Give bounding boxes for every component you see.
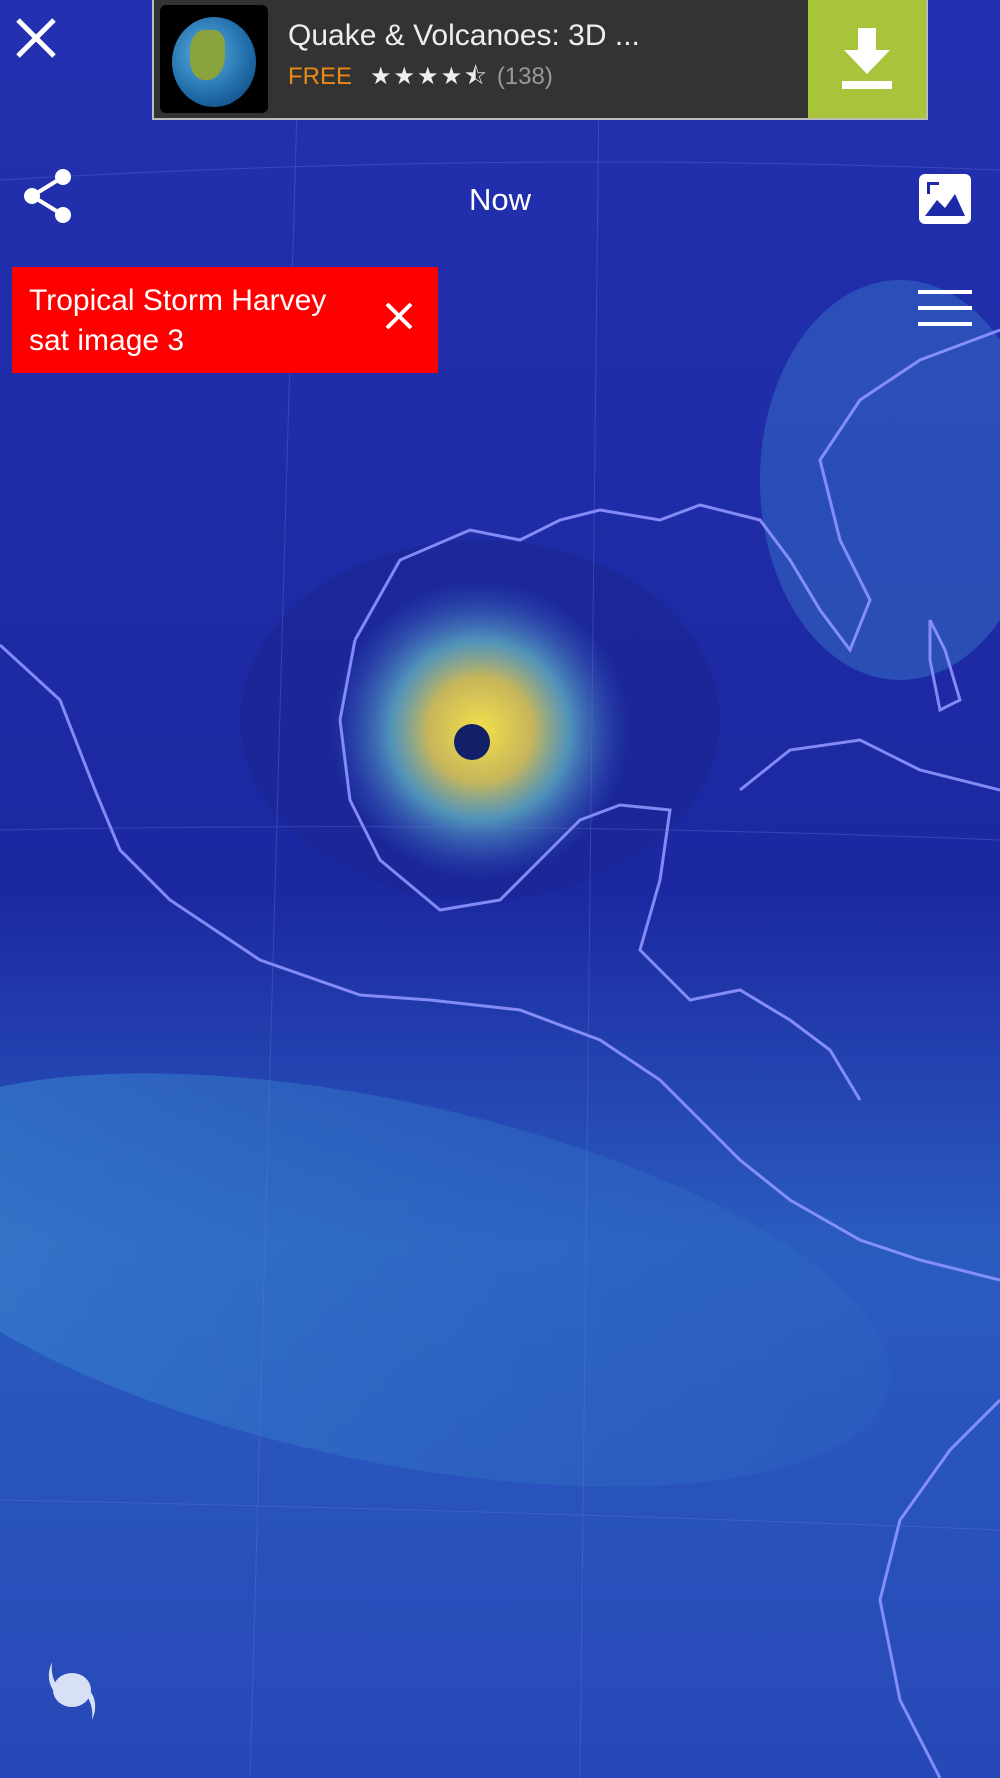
hurricane-icon bbox=[48, 1662, 96, 1720]
storm-banner-title: Tropical Storm Harvey bbox=[29, 284, 327, 317]
menu-button[interactable] bbox=[918, 290, 972, 333]
hamburger-menu-icon bbox=[918, 290, 972, 326]
close-icon bbox=[16, 18, 56, 58]
time-label[interactable]: Now bbox=[468, 182, 531, 217]
hurricane-button[interactable] bbox=[44, 1660, 100, 1727]
share-button[interactable] bbox=[22, 168, 74, 229]
ad-download-button[interactable] bbox=[808, 0, 926, 118]
ad-banner[interactable]: Quake & Volcanoes: 3D ... FREE ★★★★⯪ (138) bbox=[152, 0, 928, 120]
coastlines bbox=[0, 328, 1000, 1778]
ad-app-icon bbox=[160, 5, 268, 113]
download-icon bbox=[842, 28, 892, 89]
storm-banner-subtitle: sat image 3 bbox=[29, 324, 185, 357]
image-icon bbox=[919, 174, 971, 224]
close-ad-button[interactable] bbox=[14, 16, 58, 65]
image-overlay-button[interactable] bbox=[917, 172, 973, 231]
close-icon[interactable] bbox=[384, 301, 414, 331]
ad-price: FREE bbox=[288, 62, 353, 90]
ad-title: Quake & Volcanoes: 3D ... bbox=[288, 18, 640, 52]
ad-review-count: (138) bbox=[496, 62, 553, 90]
share-icon bbox=[24, 169, 71, 223]
storm-banner[interactable]: Tropical Storm Harvey sat image 3 bbox=[12, 267, 438, 373]
ad-rating-stars: ★★★★⯪ bbox=[370, 62, 489, 90]
